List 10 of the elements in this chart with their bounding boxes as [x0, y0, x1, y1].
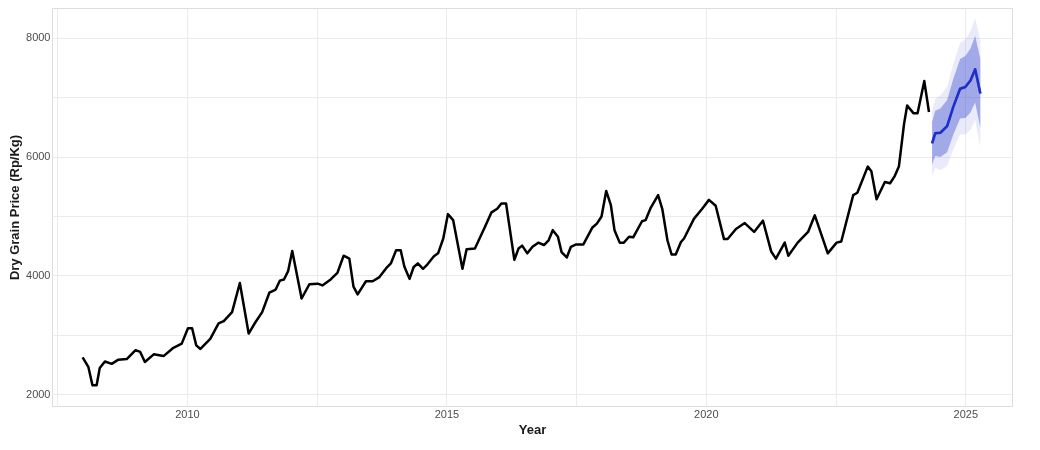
x-tick-label: 2025 [953, 407, 979, 420]
x-axis-title: Year [518, 421, 547, 437]
y-tick-label: 2000 [26, 387, 51, 400]
y-axis-title: Dry Grain Price (Rp/Kg) [7, 134, 23, 281]
x-tick-label: 2015 [434, 407, 460, 420]
x-tick-label: 2010 [175, 407, 200, 420]
x-tick-label: 2020 [694, 407, 719, 420]
y-tick-label: 6000 [26, 150, 51, 163]
y-tick-label: 8000 [26, 31, 51, 44]
y-tick-label: 4000 [26, 268, 51, 281]
